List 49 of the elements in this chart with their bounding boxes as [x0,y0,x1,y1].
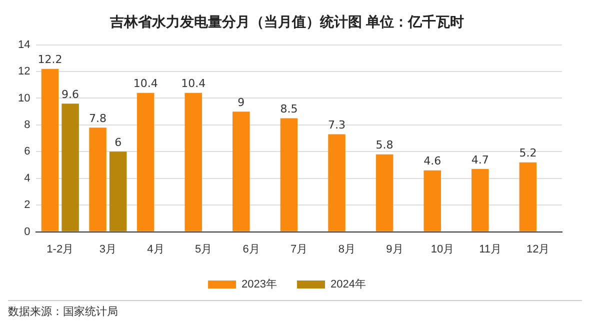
bar [62,104,79,232]
y-tick-label: 10 [18,92,30,104]
bar [376,154,394,232]
bar [41,68,59,232]
data-label: 10.4 [133,77,158,90]
x-tick-label: 6月 [242,243,260,256]
bar [280,118,298,232]
bar [232,112,250,232]
bar [424,170,441,232]
x-tick-label: 4月 [147,243,164,256]
x-tick-label: 11月 [479,243,502,256]
data-label: 10.4 [181,77,206,90]
data-label: 9 [238,96,245,109]
y-tick-label: 6 [24,146,30,158]
y-tick-label: 8 [24,118,30,131]
bar [136,92,154,232]
x-tick-label: 7月 [290,243,308,256]
data-label: 7.8 [89,112,107,125]
x-tick-label: 8月 [338,243,356,256]
bar [472,169,489,232]
data-label: 6 [114,136,122,150]
x-tick-label: 3月 [99,243,116,256]
data-label: 5.8 [376,138,394,152]
x-tick-label: 5月 [194,243,212,256]
data-label: 4.6 [424,154,442,168]
data-label: 12.2 [38,53,62,66]
bar [109,152,127,232]
legend-label: 2024年 [330,278,366,291]
data-label: 5.2 [519,146,537,160]
chart-title: 吉林省水力发电量分月（当月值）统计图 单位：亿千瓦时 [109,13,464,30]
x-tick-label: 1-2月 [46,243,74,256]
y-tick-label: 2 [24,199,30,212]
bar [519,162,537,232]
y-tick-label: 12 [18,66,30,78]
source-note: 数据来源：国家统计局 [8,304,118,319]
data-label: 9.6 [62,88,80,101]
legend-label: 2023年 [242,278,278,291]
x-tick-label: 10月 [430,243,454,256]
x-tick-label: 9月 [386,243,404,256]
data-label: 8.5 [280,102,298,116]
data-label: 4.7 [471,153,489,166]
bar [328,134,346,232]
bar [184,92,202,232]
bar [89,128,106,232]
y-tick-label: 0 [24,226,30,238]
x-tick-label: 12月 [526,243,550,256]
data-label: 7.3 [328,118,346,132]
y-tick-label: 4 [24,172,30,184]
y-tick-label: 14 [18,38,30,51]
